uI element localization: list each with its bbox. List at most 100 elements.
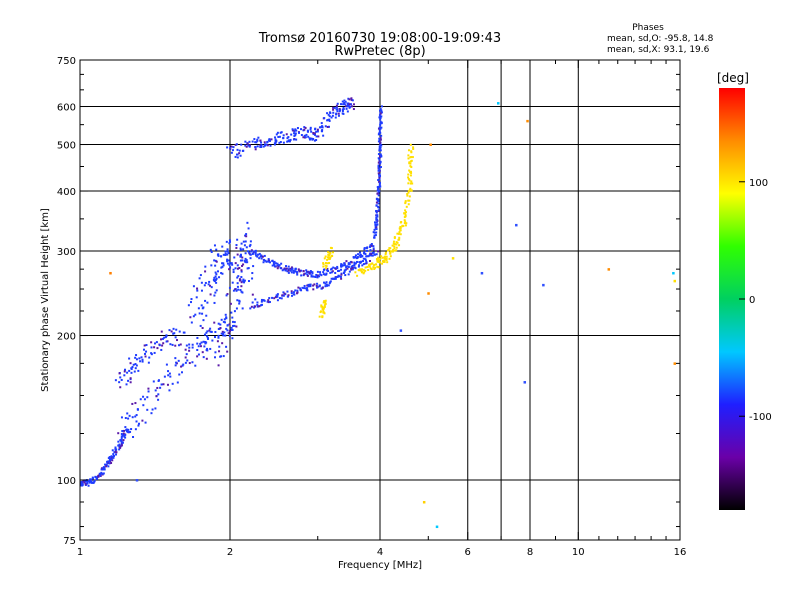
data-point — [181, 364, 184, 367]
data-point — [343, 270, 346, 273]
data-point — [118, 443, 121, 446]
data-point — [143, 352, 146, 355]
data-point — [250, 249, 253, 252]
data-point — [377, 205, 380, 208]
data-point — [154, 389, 157, 392]
data-point — [332, 106, 335, 109]
data-point — [108, 462, 111, 465]
data-point — [224, 250, 227, 253]
data-point — [369, 263, 372, 266]
data-point — [378, 137, 381, 140]
data-point — [160, 330, 163, 333]
data-point — [378, 149, 381, 152]
data-point — [233, 321, 236, 324]
data-point — [220, 255, 223, 258]
data-point — [410, 189, 413, 192]
data-point — [350, 265, 353, 268]
data-point — [226, 350, 229, 353]
data-point — [393, 249, 396, 252]
data-point — [317, 274, 320, 277]
data-point — [354, 256, 357, 259]
data-point — [201, 312, 204, 315]
data-point — [388, 257, 391, 260]
data-point — [328, 258, 331, 261]
data-point — [202, 340, 205, 343]
data-point — [322, 301, 325, 304]
data-point — [271, 296, 274, 299]
data-point — [323, 304, 326, 307]
data-point — [216, 340, 219, 343]
data-point — [379, 118, 382, 121]
data-point — [239, 248, 242, 251]
data-point — [337, 112, 340, 115]
data-point — [289, 138, 292, 141]
data-point — [295, 129, 298, 132]
data-point — [410, 166, 413, 169]
data-point — [128, 414, 131, 417]
data-point — [275, 140, 278, 143]
data-point — [101, 472, 104, 475]
data-point — [239, 278, 242, 281]
data-point — [378, 259, 381, 262]
data-point — [322, 263, 325, 266]
data-point — [200, 289, 203, 292]
data-point — [351, 268, 354, 271]
data-point — [83, 481, 86, 484]
data-point — [226, 324, 229, 327]
data-point — [200, 304, 203, 307]
data-point — [369, 252, 372, 255]
data-point — [407, 173, 410, 176]
data-point — [300, 128, 303, 131]
data-point — [106, 460, 109, 463]
data-point — [221, 245, 224, 248]
data-point — [392, 242, 395, 245]
data-point — [253, 138, 256, 141]
data-point — [268, 138, 271, 141]
data-point — [259, 255, 262, 258]
data-point — [240, 281, 243, 284]
data-point — [159, 386, 162, 389]
data-point — [407, 203, 410, 206]
data-point — [231, 263, 234, 266]
data-point — [385, 257, 388, 260]
data-point — [216, 270, 219, 273]
data-point — [356, 274, 359, 277]
data-point — [334, 276, 337, 279]
data-point — [380, 154, 383, 157]
data-point — [332, 108, 335, 111]
data-point — [327, 118, 330, 121]
data-point — [373, 253, 376, 256]
data-point — [291, 267, 294, 270]
data-point — [287, 269, 290, 272]
data-point — [375, 209, 378, 212]
data-point — [372, 249, 375, 252]
data-point — [378, 154, 381, 157]
data-point — [332, 111, 335, 114]
data-point — [245, 246, 248, 249]
x-axis: 1 2 4 6 8 10 16 — [77, 60, 686, 558]
data-point — [312, 132, 315, 135]
data-point — [309, 283, 312, 286]
data-point — [310, 274, 313, 277]
data-point — [378, 176, 381, 179]
data-point — [377, 153, 380, 156]
data-point — [321, 307, 324, 310]
data-point — [357, 269, 360, 272]
data-point — [120, 437, 123, 440]
data-point — [240, 269, 243, 272]
data-point — [226, 250, 229, 253]
data-point — [104, 463, 107, 466]
data-point — [136, 408, 139, 411]
chart-subtitle: RwPretec (8p) — [334, 44, 425, 59]
y-tick-label: 75 — [63, 536, 76, 547]
data-point — [145, 350, 148, 353]
data-point — [412, 147, 415, 150]
data-point — [274, 136, 277, 139]
data-point — [326, 262, 329, 265]
data-point — [373, 234, 376, 237]
data-point — [268, 297, 271, 300]
data-point — [209, 293, 212, 296]
data-point — [408, 195, 411, 198]
data-point — [410, 156, 413, 159]
data-point — [137, 369, 140, 372]
